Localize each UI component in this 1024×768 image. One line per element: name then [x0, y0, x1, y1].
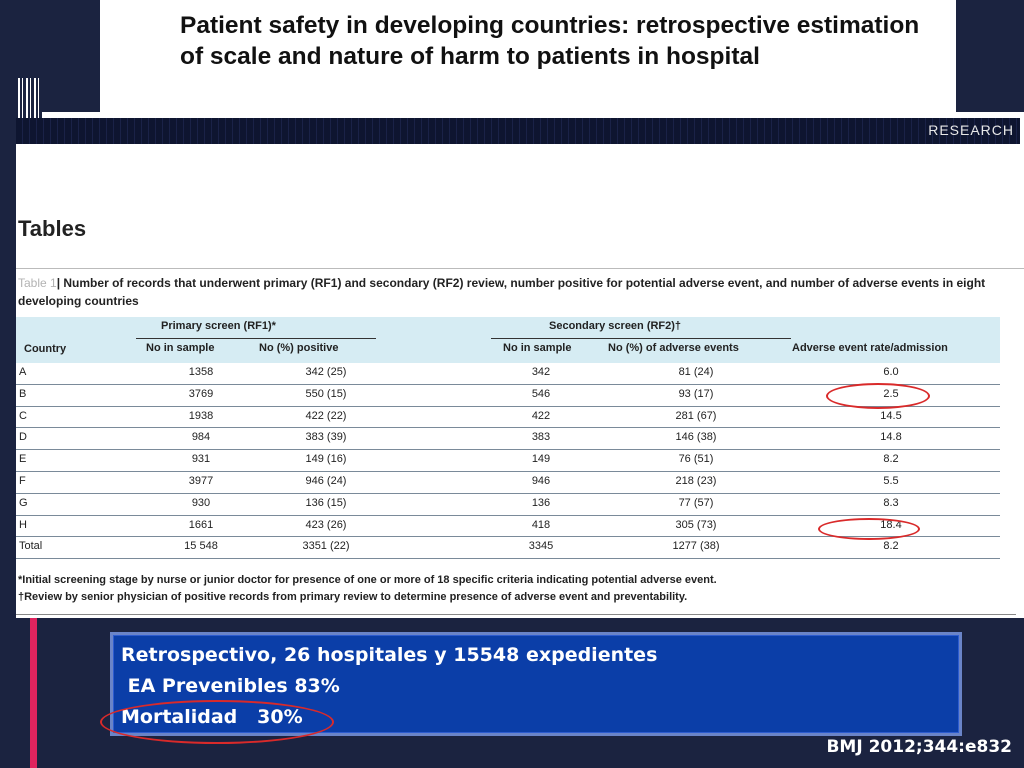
- cell-rf1-sample: 930: [191, 496, 211, 509]
- cell-rf1-sample: 984: [191, 431, 211, 444]
- cell-rf2-adverse: 281 (67): [675, 409, 717, 422]
- cell-rate: 8.2: [883, 453, 899, 466]
- cell-rf1-sample: 3769: [188, 387, 214, 400]
- table-row: F 3977 946 (24) 946 218 (23) 5.5: [16, 471, 1000, 494]
- summary-line-hospitals: Retrospectivo, 26 hospitales y 15548 exp…: [121, 644, 658, 666]
- cell-rf1-positive: 550 (15): [305, 387, 347, 400]
- group-header-secondary: Secondary screen (RF2)†: [549, 320, 682, 332]
- table-row: D 984 383 (39) 383 146 (38) 14.8: [16, 428, 1000, 451]
- slide-frame-right: [956, 0, 1024, 112]
- citation: BMJ 2012;344:e832: [826, 737, 1012, 757]
- table-caption-text: | Number of records that underwent prima…: [18, 276, 986, 308]
- group-underline-secondary: [491, 338, 791, 339]
- cell-rf1-positive: 383 (39): [305, 431, 347, 444]
- cell-rf1-sample: 931: [191, 453, 211, 466]
- cell-rate: 8.3: [883, 496, 899, 509]
- tables-heading: Tables: [18, 216, 87, 241]
- cell-rf2-sample: 149: [531, 453, 551, 466]
- cell-rf2-adverse: 1277 (38): [672, 540, 720, 553]
- cell-rf1-positive: 946 (24): [305, 474, 347, 487]
- cell-country: D: [19, 431, 27, 444]
- cell-rf2-sample: 383: [531, 431, 551, 444]
- cell-rf2-adverse: 76 (51): [678, 453, 714, 466]
- cell-rf1-positive: 342 (25): [305, 366, 347, 378]
- section-label: RESEARCH: [928, 122, 1014, 138]
- slide-frame-top: [40, 0, 100, 112]
- table-row: E 931 149 (16) 149 76 (51) 8.2: [16, 450, 1000, 472]
- cell-country: E: [19, 453, 27, 466]
- summary-line-preventable: EA Prevenibles 83%: [121, 675, 340, 697]
- cell-country: H: [19, 518, 27, 531]
- cell-rf2-sample: 422: [531, 409, 551, 422]
- cell-rate: 5.5: [883, 474, 899, 487]
- cell-rf1-positive: 136 (15): [305, 496, 347, 509]
- group-underline-primary: [136, 338, 376, 339]
- table-caption: Table 1| Number of records that underwen…: [18, 274, 1018, 310]
- table-top-rule: [16, 268, 1024, 269]
- cell-rf2-adverse: 146 (38): [675, 431, 717, 444]
- cell-rf2-sample: 136: [531, 496, 551, 509]
- cell-rf2-sample: 3345: [528, 540, 554, 553]
- article-title-card: Patient safety in developing countries: …: [100, 0, 956, 112]
- article-title: Patient safety in developing countries: …: [180, 12, 920, 70]
- table-footnotes: *Initial screening stage by nurse or jun…: [18, 572, 717, 606]
- table-bottom-rule: [16, 614, 1016, 615]
- cell-rf1-sample: 1661: [188, 518, 214, 531]
- cell-rf1-sample: 1358: [188, 366, 214, 378]
- cell-country: C: [19, 409, 27, 422]
- cell-rf2-adverse: 77 (57): [678, 496, 714, 509]
- cell-rf2-sample: 946: [531, 474, 551, 487]
- data-table: Primary screen (RF1)* Secondary screen (…: [16, 317, 1000, 560]
- column-header-country: Country: [24, 343, 67, 355]
- column-header-rf1-sample: No in sample: [146, 342, 215, 354]
- cell-rf1-positive: 423 (26): [305, 518, 347, 531]
- table-row-total: Total 15 548 3351 (22) 3345 1277 (38) 8.…: [16, 537, 1000, 560]
- cell-rf2-adverse: 305 (73): [675, 518, 717, 531]
- table-caption-label: Table 1: [18, 276, 57, 290]
- cell-rate: 14.8: [880, 431, 902, 444]
- cell-rate: 14.5: [880, 409, 902, 422]
- cell-country: Total: [19, 540, 43, 553]
- cell-rf2-sample: 342: [531, 366, 551, 378]
- group-header-primary: Primary screen (RF1)*: [161, 320, 276, 332]
- cell-rf1-sample: 1938: [188, 409, 214, 422]
- annotation-ellipse-rate-b: [826, 383, 930, 409]
- cell-rf1-positive: 149 (16): [305, 453, 347, 466]
- cell-rf2-sample: 546: [531, 387, 551, 400]
- column-header-rf1-positive: No (%) positive: [259, 342, 339, 354]
- cell-rate: 8.2: [883, 540, 899, 553]
- cell-country: B: [19, 387, 27, 400]
- annotation-ellipse-rate-h: [818, 518, 920, 540]
- cell-rate: 6.0: [883, 366, 899, 378]
- cell-rf1-positive: 422 (22): [305, 409, 347, 422]
- cell-country: F: [19, 474, 26, 487]
- table-row: C 1938 422 (22) 422 281 (67) 14.5: [16, 406, 1000, 429]
- accent-bar: [30, 618, 37, 768]
- cell-country: A: [19, 366, 27, 378]
- cell-rf1-sample: 3977: [188, 474, 214, 487]
- barcode-icon: [18, 78, 42, 118]
- annotation-ellipse-mortality: [100, 700, 334, 744]
- paper-body: Tables Table 1| Number of records that u…: [16, 144, 1024, 620]
- footnote-secondary: †Review by senior physician of positive …: [18, 591, 688, 603]
- cell-rf1-positive: 3351 (22): [302, 540, 350, 553]
- column-header-rf2-adverse: No (%) of adverse events: [608, 342, 739, 354]
- column-header-rate: Adverse event rate/admission: [792, 342, 948, 354]
- column-header-rf2-sample: No in sample: [503, 342, 572, 354]
- table-row: G 930 136 (15) 136 77 (57) 8.3: [16, 493, 1000, 516]
- research-band: RESEARCH: [16, 118, 1020, 144]
- table-row: A 1358 342 (25) 342 81 (24) 6.0: [16, 363, 1000, 385]
- table-header: Primary screen (RF1)* Secondary screen (…: [16, 317, 1000, 363]
- cell-rf2-adverse: 93 (17): [678, 387, 714, 400]
- footnote-primary: *Initial screening stage by nurse or jun…: [18, 574, 717, 586]
- cell-rf2-adverse: 81 (24): [678, 366, 714, 378]
- cell-rf2-adverse: 218 (23): [675, 474, 717, 487]
- cell-rf1-sample: 15 548: [184, 540, 218, 553]
- cell-country: G: [19, 496, 28, 509]
- cell-rf2-sample: 418: [531, 518, 551, 531]
